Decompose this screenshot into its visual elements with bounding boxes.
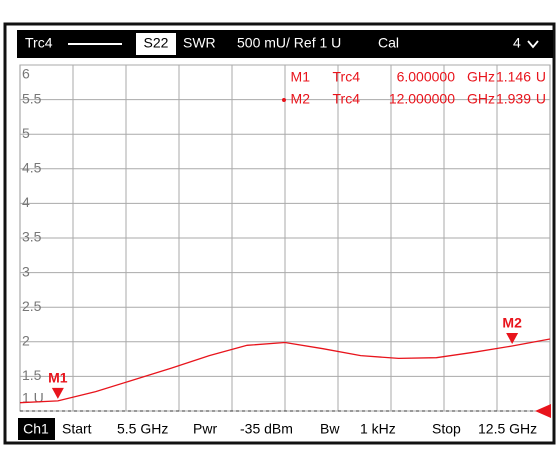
y-tick-label: 2 <box>22 333 30 349</box>
marker-info: GHz <box>467 91 495 107</box>
marker-info: M2 <box>291 91 311 107</box>
marker-info: 1.939 <box>496 91 531 107</box>
marker <box>51 387 64 399</box>
marker-info: U <box>536 69 546 85</box>
cal: Cal <box>378 35 399 51</box>
y-tick-label: 4 <box>22 194 30 210</box>
ref-marker <box>535 404 551 418</box>
power-label: Pwr <box>193 421 217 437</box>
start: 5.5 GHz <box>117 421 168 437</box>
parameter: S22 <box>144 35 169 51</box>
power: -35 dBm <box>240 421 293 437</box>
marker-label: M1 <box>48 370 68 386</box>
marker-info: Trc4 <box>333 91 361 107</box>
y-tick-label: 1.5 <box>22 367 42 383</box>
channel: Ch1 <box>23 421 49 437</box>
bw: 1 kHz <box>360 421 396 437</box>
y-tick-label: 4.5 <box>22 160 42 176</box>
channel-box <box>18 418 55 440</box>
bw-label: Bw <box>320 421 340 437</box>
marker-info: 12.000000 <box>389 91 455 107</box>
y-tick-label: 5.5 <box>22 90 42 106</box>
marker-info: 1.146 <box>496 69 531 85</box>
y-tick-label: 3.5 <box>22 229 42 245</box>
trace-name: Trc4 <box>25 35 53 51</box>
stop-label: Stop <box>432 421 461 437</box>
trace <box>19 338 551 404</box>
y-tick-label: 5 <box>22 125 30 141</box>
scale: 500 mU/ Ref 1 U <box>237 35 341 51</box>
chevron[interactable] <box>527 40 539 49</box>
marker <box>506 333 519 345</box>
marker-info: GHz <box>467 69 495 85</box>
start-label: Start <box>62 421 92 437</box>
marker-info: U <box>536 91 546 107</box>
y-tick-label: 1 U <box>22 390 44 406</box>
format: SWR <box>183 35 216 51</box>
active-marker-dot <box>282 98 286 102</box>
stop: 12.5 GHz <box>478 421 537 437</box>
marker-info: Trc4 <box>333 69 361 85</box>
marker-info: 6.000000 <box>397 69 456 85</box>
y-tick-label: 2.5 <box>22 298 42 314</box>
channel-count: 4 <box>513 35 521 51</box>
y-tick-label: 6 <box>22 66 30 82</box>
y-tick-label: 3 <box>22 263 30 279</box>
marker-info: M1 <box>291 69 311 85</box>
marker-label: M2 <box>502 315 522 331</box>
param-box <box>136 33 176 55</box>
